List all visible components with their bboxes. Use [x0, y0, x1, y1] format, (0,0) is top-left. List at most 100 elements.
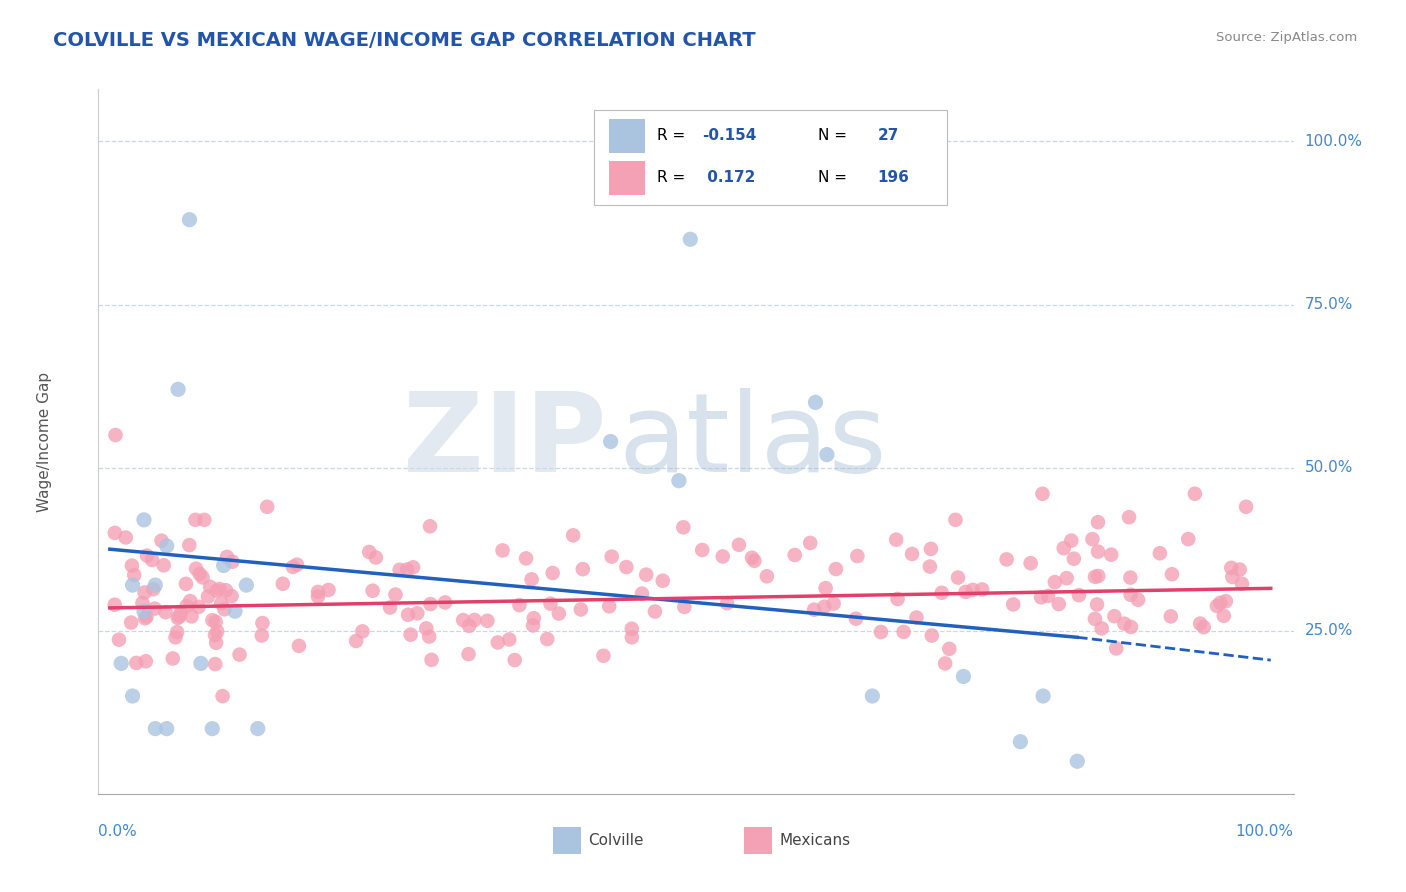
Text: 196: 196 [877, 170, 910, 186]
Point [728, 538, 751, 552]
Point [193, 513, 215, 527]
Point [281, 560, 304, 574]
Point [463, 613, 485, 627]
Point [799, 536, 821, 550]
Point [508, 598, 530, 612]
Text: N =: N = [818, 170, 852, 186]
Point [252, 616, 274, 631]
Point [823, 597, 845, 611]
Point [361, 583, 384, 598]
Point [198, 580, 221, 594]
Point [755, 569, 778, 583]
Point [945, 513, 967, 527]
Point [135, 654, 157, 668]
Point [396, 607, 419, 622]
Point [418, 630, 440, 644]
Text: R =: R = [657, 128, 690, 144]
Point [415, 621, 437, 635]
Point [402, 560, 425, 574]
Point [256, 500, 278, 514]
Point [1118, 510, 1140, 524]
Point [931, 586, 953, 600]
Point [1206, 599, 1229, 613]
Point [169, 609, 191, 624]
Point [893, 624, 915, 639]
Text: 75.0%: 75.0% [1305, 297, 1353, 312]
Point [905, 610, 928, 624]
Point [813, 599, 835, 614]
Point [716, 596, 738, 610]
Point [179, 594, 201, 608]
Point [679, 232, 702, 246]
Point [108, 632, 131, 647]
Point [132, 513, 155, 527]
Point [477, 614, 499, 628]
Text: Colville: Colville [589, 833, 644, 848]
Point [946, 570, 969, 584]
Point [1215, 594, 1237, 608]
Point [211, 689, 233, 703]
Point [318, 582, 340, 597]
Text: COLVILLE VS MEXICAN WAGE/INCOME GAP CORRELATION CHART: COLVILLE VS MEXICAN WAGE/INCOME GAP CORR… [53, 31, 756, 50]
Point [572, 562, 595, 576]
Point [491, 543, 513, 558]
Point [131, 596, 153, 610]
Point [1087, 569, 1109, 583]
Text: N =: N = [818, 128, 852, 144]
Point [142, 582, 165, 596]
Point [1010, 734, 1032, 748]
Text: 27: 27 [877, 128, 898, 144]
Point [1002, 598, 1025, 612]
Point [1104, 609, 1126, 624]
Point [166, 625, 188, 640]
Point [228, 648, 250, 662]
Point [1084, 612, 1107, 626]
Point [156, 722, 179, 736]
Point [1043, 575, 1066, 590]
Point [174, 577, 197, 591]
Point [187, 599, 209, 614]
Point [176, 599, 198, 613]
Text: 100.0%: 100.0% [1236, 824, 1294, 839]
Point [204, 657, 226, 672]
Point [132, 604, 155, 618]
Text: Source: ZipAtlas.com: Source: ZipAtlas.com [1216, 31, 1357, 45]
Point [143, 601, 166, 615]
Point [1081, 532, 1104, 546]
Point [846, 549, 869, 563]
Point [120, 615, 142, 630]
Point [962, 582, 984, 597]
Point [246, 722, 269, 736]
Point [388, 563, 411, 577]
Point [498, 632, 520, 647]
Point [156, 539, 179, 553]
FancyBboxPatch shape [609, 119, 644, 153]
Text: R =: R = [657, 170, 690, 186]
Point [221, 589, 243, 603]
Point [1031, 487, 1053, 501]
Point [150, 533, 173, 548]
Point [1126, 592, 1149, 607]
Point [503, 653, 526, 667]
Point [420, 653, 443, 667]
Text: atlas: atlas [619, 388, 887, 495]
Point [1189, 616, 1212, 631]
Point [166, 611, 188, 625]
Point [1149, 546, 1171, 560]
Point [1066, 754, 1088, 768]
Point [1056, 571, 1078, 585]
Point [121, 689, 143, 703]
Point [212, 558, 235, 573]
Point [598, 599, 620, 614]
Point [955, 585, 977, 599]
Point [886, 592, 908, 607]
Point [104, 598, 127, 612]
Point [205, 624, 228, 639]
Point [1087, 544, 1109, 558]
Point [104, 428, 127, 442]
Point [1119, 571, 1142, 585]
Point [204, 628, 226, 642]
Point [934, 657, 956, 671]
Point [215, 583, 238, 598]
Point [1220, 561, 1243, 575]
